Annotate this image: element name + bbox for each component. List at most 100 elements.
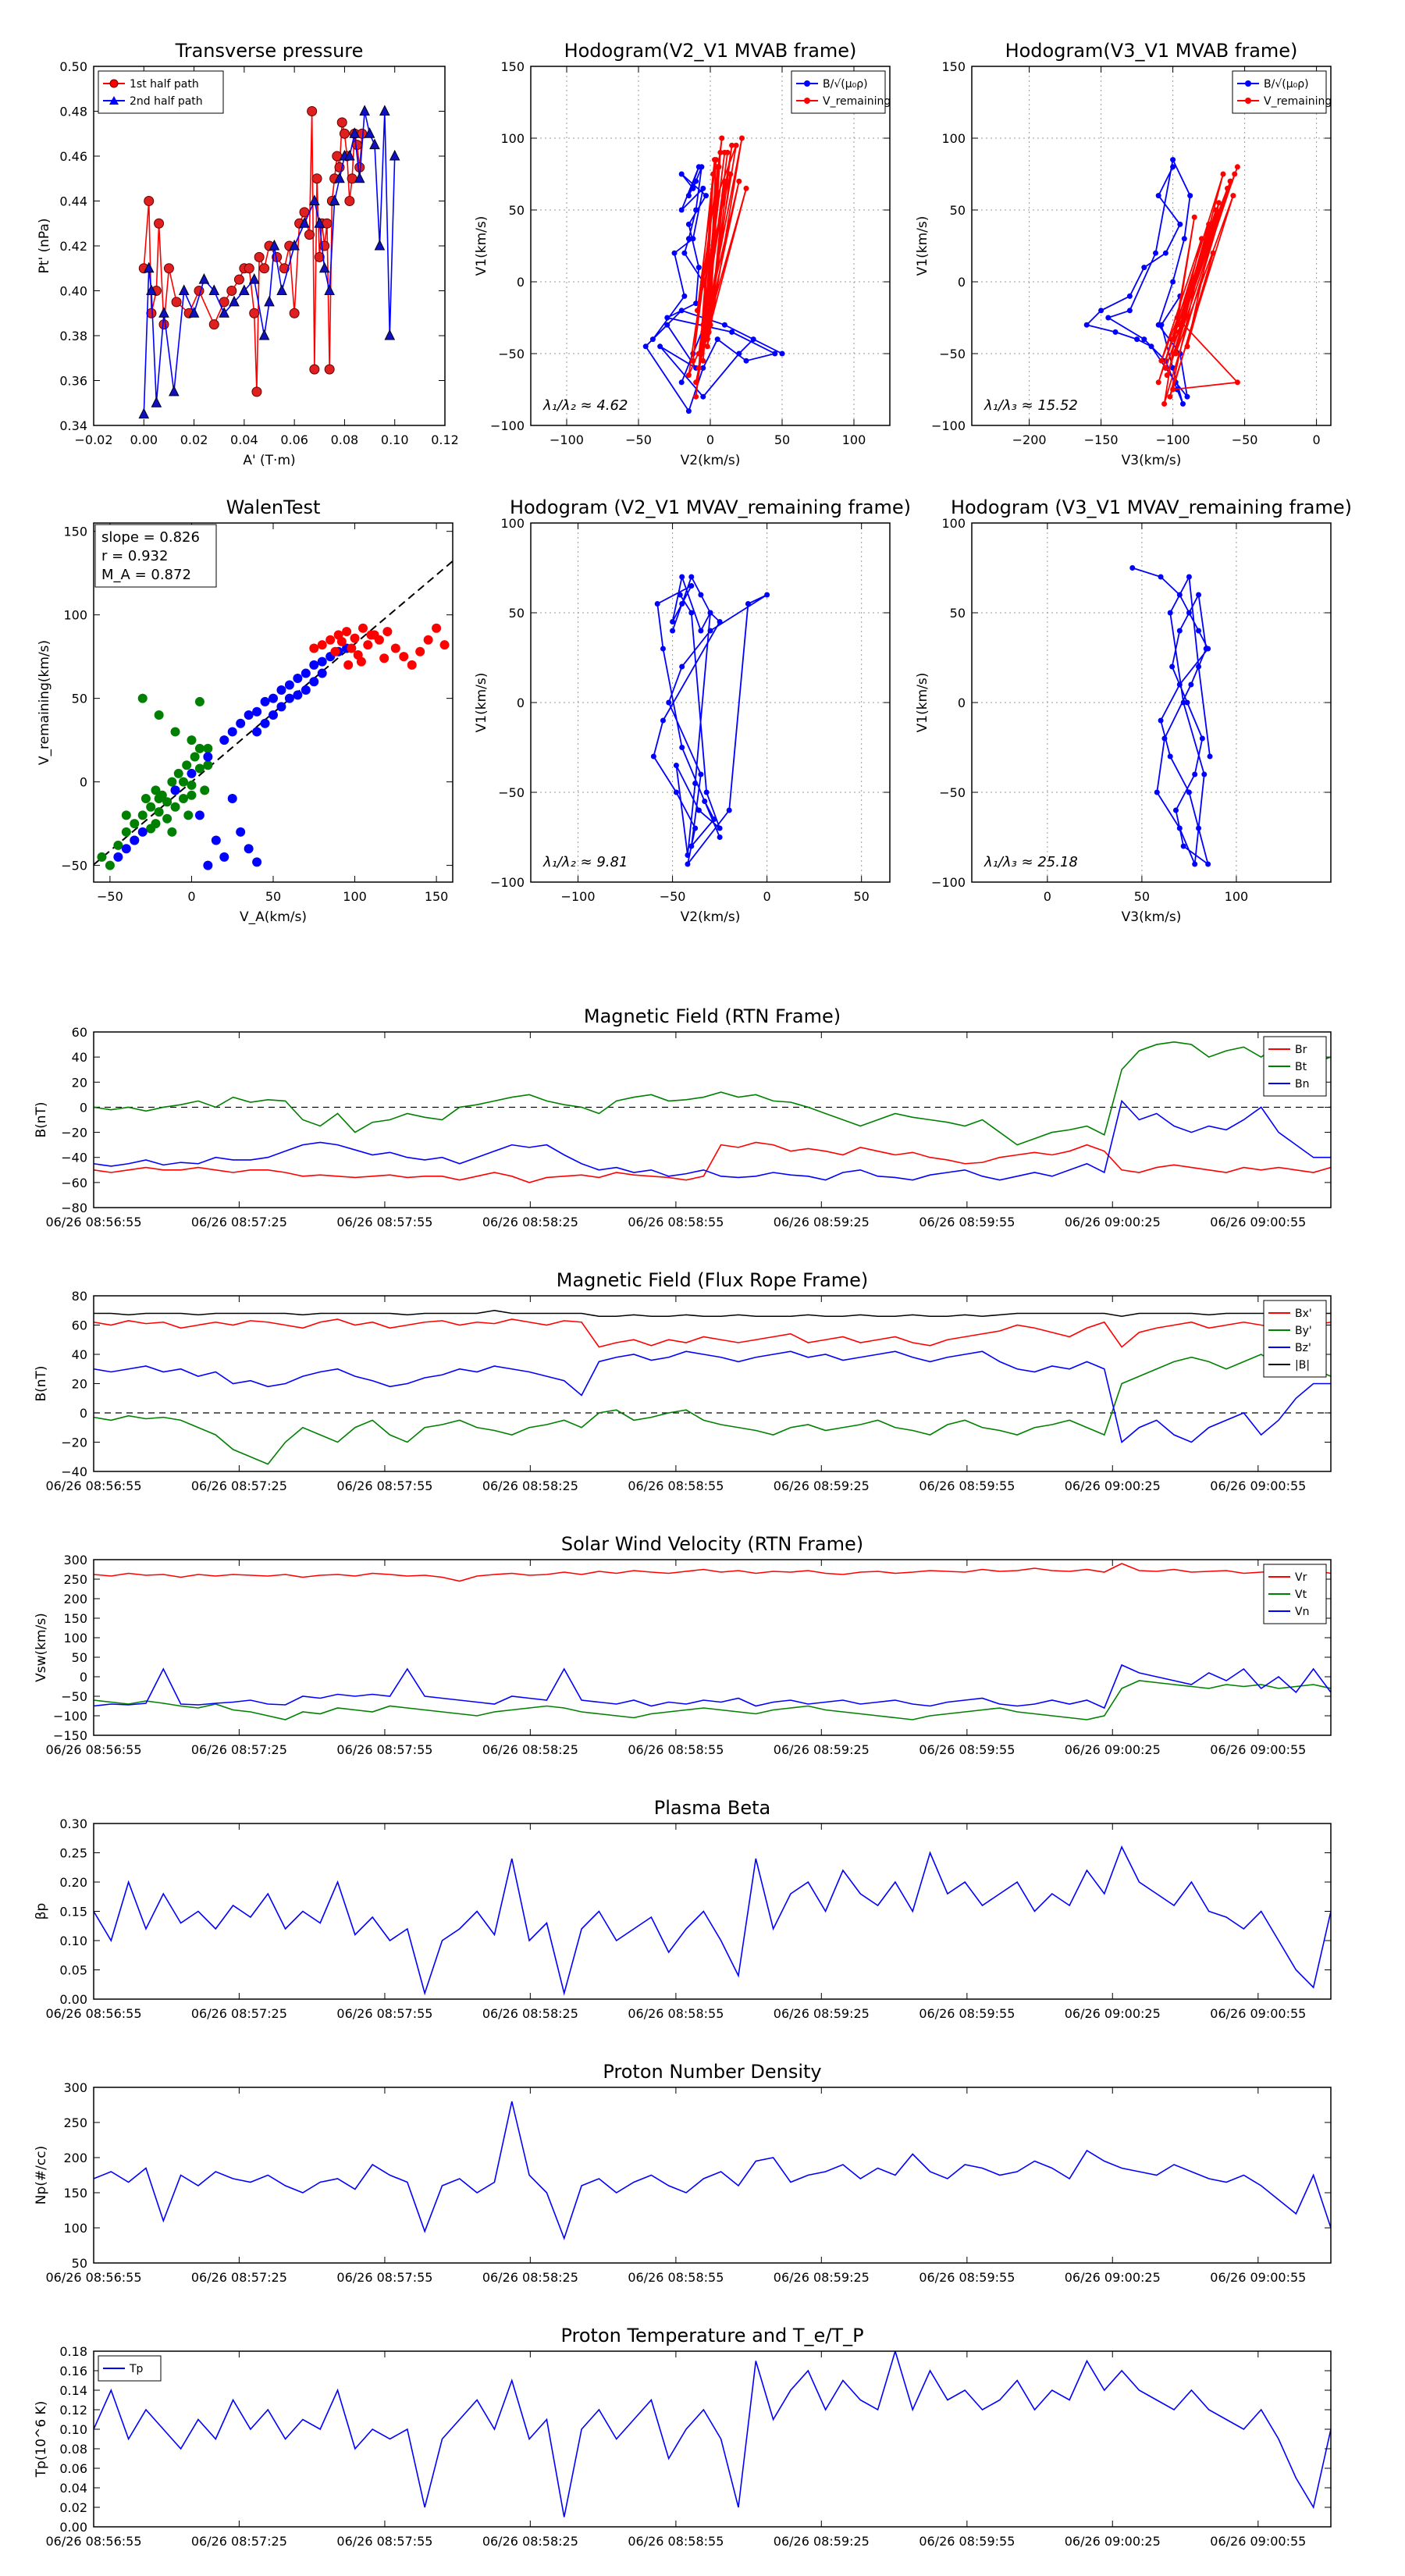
x-tick-label: 100 <box>1225 889 1249 904</box>
x-tick-label: 06/26 08:59:55 <box>919 2006 1015 2021</box>
data-point <box>1162 250 1168 256</box>
y-tick-label: 0.40 <box>59 284 87 299</box>
x-tick-label: 06/26 08:57:25 <box>191 1215 287 1229</box>
data-point <box>154 710 164 720</box>
plot-area <box>94 1041 1331 1183</box>
x-tick-label: 06/26 08:57:25 <box>191 1742 287 1757</box>
y-axis-label: B(nT) <box>34 1101 49 1137</box>
eigen-ratio-annotation: λ₁/λ₂ ≈ 4.62 <box>542 397 628 414</box>
y-tick-label: −50 <box>498 347 525 361</box>
data-point <box>158 319 169 330</box>
x-tick-label: −100 <box>550 432 584 447</box>
plot-frame <box>93 2350 1332 2528</box>
data-point <box>702 336 708 343</box>
chart-title: Proton Temperature and T_e/T_P <box>560 2325 863 2347</box>
y-axis-label: V1(km/s) <box>474 216 489 276</box>
data-point <box>208 319 219 330</box>
data-point <box>1174 315 1180 321</box>
x-tick-label: 06/26 08:58:55 <box>628 2006 724 2021</box>
y-tick-label: 0.14 <box>59 2383 87 2398</box>
panel-h3: Hodogram (V2_V1 MVAV_remaining frame) −10… <box>474 496 911 925</box>
data-point <box>1187 193 1193 199</box>
data-point <box>137 827 148 837</box>
data-point <box>163 263 174 274</box>
data-point <box>289 308 300 318</box>
series-line <box>1132 567 1211 866</box>
series-line-vn <box>94 1663 1331 1710</box>
data-point <box>690 358 696 364</box>
y-tick-label: 0.05 <box>59 1963 87 1978</box>
data-point <box>699 164 705 170</box>
data-point <box>1170 157 1176 163</box>
plot-area <box>94 1309 1331 1465</box>
data-point <box>171 297 182 308</box>
data-point <box>293 690 303 700</box>
x-axis-label: V2(km/s) <box>681 909 741 925</box>
data-point <box>699 343 705 350</box>
x-tick-label: 06/26 09:00:25 <box>1065 2270 1161 2285</box>
data-point <box>226 286 237 296</box>
data-point <box>330 646 340 656</box>
y-tick-label: 20 <box>72 1377 87 1392</box>
legend: B/√(μ₀ρ) V_remaining <box>791 70 891 114</box>
data-point <box>179 794 188 804</box>
data-point <box>736 350 742 357</box>
y-tick-label: 0.00 <box>59 2520 87 2535</box>
data-point <box>694 308 700 314</box>
data-point <box>170 785 180 795</box>
x-tick-label: 06/26 08:57:55 <box>336 1742 432 1757</box>
data-point <box>685 236 692 242</box>
data-point <box>1192 861 1198 867</box>
data-point <box>685 221 692 227</box>
data-point <box>697 350 703 357</box>
data-point <box>1112 329 1119 335</box>
data-point <box>692 825 699 831</box>
data-point <box>660 717 666 724</box>
x-tick-label: 06/26 08:59:25 <box>774 2006 870 2021</box>
stats-line: r = 0.932 <box>101 548 168 564</box>
panel-h1: Hodogram(V2_V1 MVAB frame) −100 −50 0 50 100 1… <box>474 40 891 468</box>
legend: Tp <box>98 2355 162 2382</box>
panel-tp: Proton Temperature and T_e/T_P 0.00 0.02 0.… <box>34 2325 1332 2549</box>
data-point <box>151 397 162 407</box>
data-point <box>317 656 327 667</box>
data-point <box>169 385 180 397</box>
data-point <box>1141 265 1147 271</box>
data-point <box>695 807 702 813</box>
data-point <box>693 379 699 386</box>
plot-frame <box>93 66 446 426</box>
legend-label: By' <box>1295 1325 1312 1337</box>
data-point <box>219 852 229 862</box>
data-point <box>121 844 131 854</box>
chart-title: Transverse pressure <box>175 40 364 62</box>
legend: Br Bt Bn <box>1263 1036 1327 1097</box>
data-point <box>227 794 237 804</box>
data-point <box>1205 861 1211 867</box>
y-tick-label: −50 <box>61 1689 87 1704</box>
x-tick-label: 06/26 08:59:55 <box>919 2270 1015 2285</box>
data-point <box>750 336 756 343</box>
data-point <box>1170 164 1176 170</box>
stats-box <box>94 524 217 588</box>
data-point <box>244 710 254 720</box>
data-point <box>113 840 123 850</box>
series-line <box>688 137 747 397</box>
legend-marker <box>109 79 119 88</box>
data-point <box>736 178 742 184</box>
x-tick-label: 06/26 08:59:25 <box>774 2534 870 2549</box>
x-tick-label: −50 <box>660 889 686 904</box>
legend-marker <box>109 96 119 105</box>
series-line-bz- <box>94 1350 1331 1443</box>
data-point <box>1184 343 1190 350</box>
data-point <box>700 322 706 328</box>
y-tick-label: 0.36 <box>59 374 87 389</box>
y-tick-label: 200 <box>63 2151 87 2165</box>
data-point <box>359 105 370 116</box>
data-point <box>679 745 685 750</box>
data-point <box>311 173 322 184</box>
data-point <box>151 785 161 795</box>
data-point <box>671 250 678 256</box>
data-point <box>170 802 180 812</box>
y-tick-label: −20 <box>61 1436 87 1450</box>
data-point <box>666 699 672 706</box>
